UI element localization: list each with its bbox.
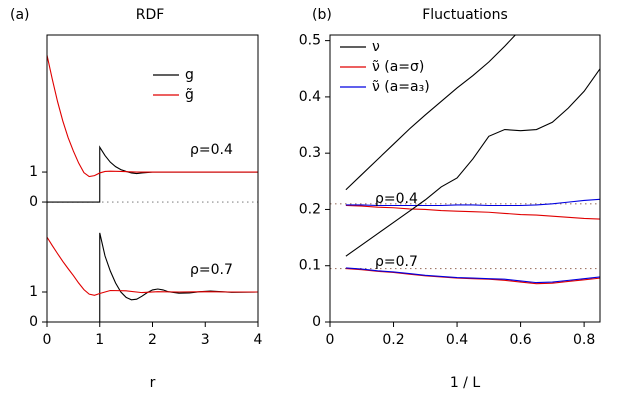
y-tick-label: 1 [29,164,38,180]
plot-frame [46,34,259,323]
annotation: ρ=0.7 [190,262,233,278]
data-line [345,267,600,285]
data-line [345,204,600,220]
x-tick-label: 0 [43,332,52,348]
panel-label: (a) [10,7,30,23]
x-tick-label: 0.8 [573,332,595,348]
y-tick-label: 0.4 [299,89,321,105]
legend-label: g̃ [185,87,194,103]
data-line [345,198,600,207]
data-line [345,267,600,284]
x-axis-label: r [150,375,156,391]
chart-title: RDF [136,7,165,23]
x-tick-label: 0.4 [446,332,468,348]
x-tick-label: 4 [254,332,263,348]
y-tick-label: 0.5 [299,33,321,49]
plot-area [330,35,600,285]
y-tick-label: 1 [29,284,38,300]
y-tick-label: 0.2 [299,201,321,217]
data-line [345,68,600,257]
plot-frame [329,34,601,323]
y-tick-label: 0 [29,314,38,330]
legend-label: ν̃ (a=a₃) [372,79,430,95]
data-line [345,35,517,191]
y-tick-label: 0.1 [299,258,321,274]
x-tick-label: 2 [148,332,157,348]
legend-label: g [185,67,194,83]
x-tick-label: 3 [201,332,210,348]
plot-area [47,54,258,322]
annotation: ρ=0.7 [375,254,418,270]
x-tick-label: 0.6 [509,332,531,348]
y-tick-label: 0 [29,194,38,210]
panel-label: (b) [312,7,332,23]
annotation: ρ=0.4 [190,142,233,158]
legend-label: ν [372,39,380,55]
x-tick-label: 1 [95,332,104,348]
data-line [47,236,258,296]
data-line [47,54,258,178]
annotation: ρ=0.4 [375,191,418,207]
x-tick-label: 0.2 [382,332,404,348]
x-tick-label: 0 [326,332,335,348]
chart-title: Fluctuations [422,7,508,23]
y-tick-label: 0.3 [299,145,321,161]
legend-label: ν̃ (a=σ) [372,59,424,75]
x-axis-label: 1 / L [450,375,481,391]
y-tick-label: 0 [312,314,321,330]
